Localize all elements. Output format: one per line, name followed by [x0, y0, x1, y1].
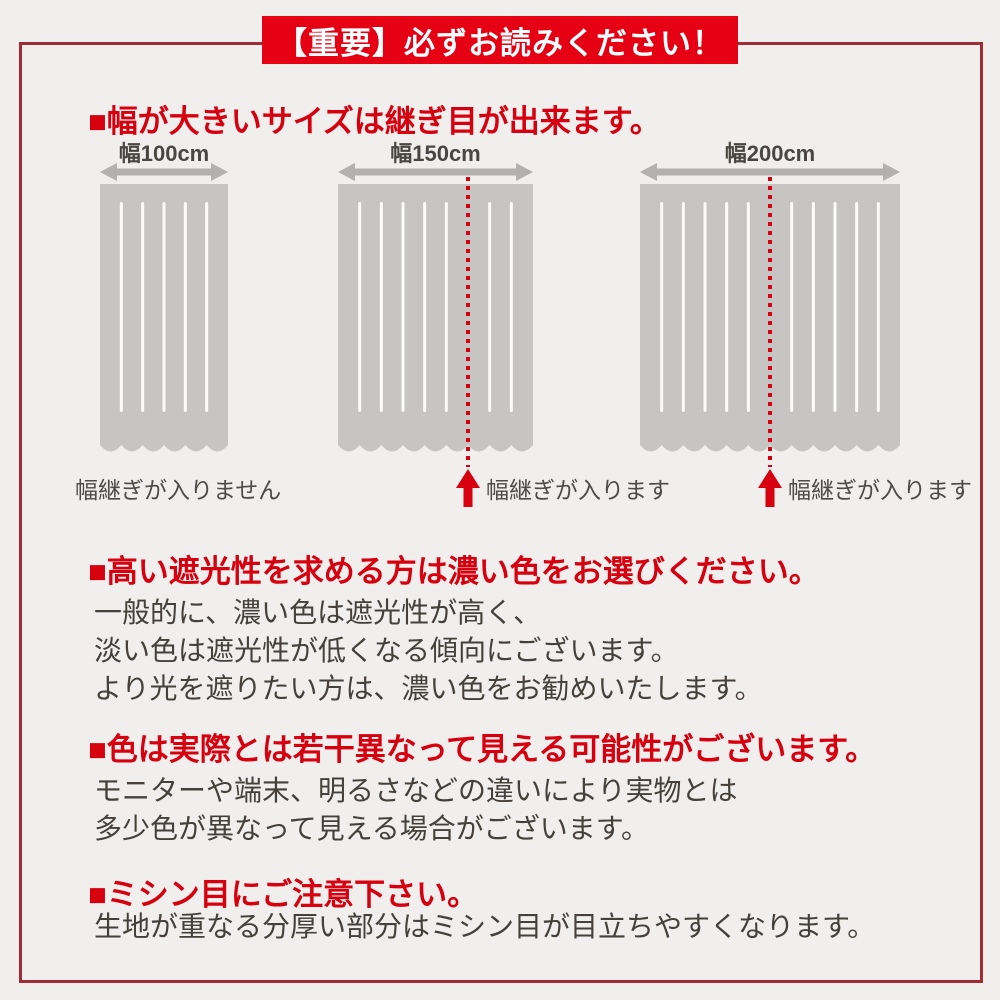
- body-line: 淡い色は遮光性が低くなる傾向にございます。: [94, 635, 679, 666]
- section-body-color-difference: モニターや端末、明るさなどの違いにより実物とは 多少色が異なって見える場合がござ…: [94, 772, 737, 848]
- section-heading-shading: ■高い遮光性を求める方は濃い色をお選びください。: [88, 554, 820, 589]
- banner: 【重要】必ずお読みください！: [262, 16, 738, 64]
- body-line: 一般的に、濃い色は遮光性が高く、: [94, 597, 542, 628]
- body-line: モニターや端末、明るさなどの違いにより実物とは: [94, 775, 738, 806]
- section-body-shading: 一般的に、濃い色は遮光性が高く、 淡い色は遮光性が低くなる傾向にございます。 よ…: [94, 594, 763, 708]
- section-heading-color-difference: ■色は実際とは若干異なって見える可能性がございます。: [88, 732, 877, 767]
- body-line: 多少色が異なって見える場合がございます。: [94, 813, 649, 844]
- body-line: より光を遮りたい方は、濃い色をお勧めいたします。: [94, 673, 763, 704]
- section-heading-stitch: ■ミシン目にご注意下さい。: [88, 877, 479, 912]
- section-body-stitch: 生地が重なる分厚い部分はミシン目が目立ちやすくなります。: [94, 908, 875, 946]
- body-line: 生地が重なる分厚い部分はミシン目が目立ちやすくなります。: [94, 911, 876, 942]
- banner-title: 【重要】必ずお読みください！: [276, 25, 724, 61]
- section-heading-seam: ■幅が大きいサイズは継ぎ目が出来ます。: [88, 104, 661, 139]
